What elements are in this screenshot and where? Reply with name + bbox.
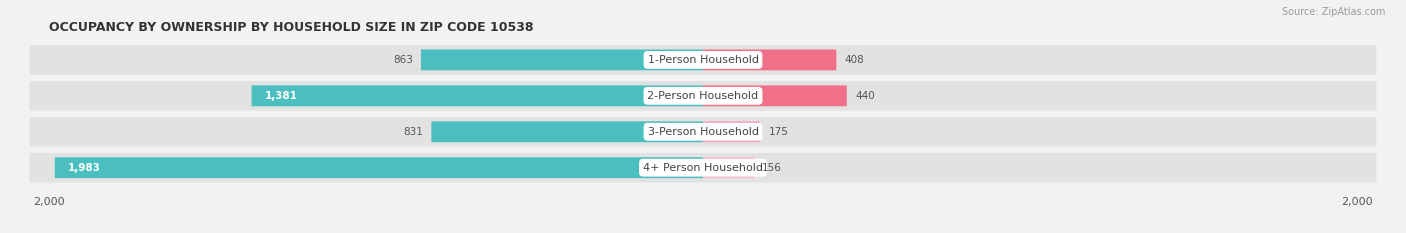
Text: 2-Person Household: 2-Person Household — [647, 91, 759, 101]
FancyBboxPatch shape — [55, 157, 703, 178]
FancyBboxPatch shape — [30, 81, 1376, 111]
Text: 4+ Person Household: 4+ Person Household — [643, 163, 763, 173]
FancyBboxPatch shape — [420, 49, 703, 70]
Text: 1,983: 1,983 — [67, 163, 101, 173]
FancyBboxPatch shape — [252, 86, 703, 106]
Text: Source: ZipAtlas.com: Source: ZipAtlas.com — [1281, 7, 1385, 17]
Text: 440: 440 — [855, 91, 875, 101]
FancyBboxPatch shape — [30, 45, 1376, 75]
FancyBboxPatch shape — [703, 49, 837, 70]
FancyBboxPatch shape — [30, 117, 1376, 147]
Text: OCCUPANCY BY OWNERSHIP BY HOUSEHOLD SIZE IN ZIP CODE 10538: OCCUPANCY BY OWNERSHIP BY HOUSEHOLD SIZE… — [49, 21, 534, 34]
Text: 408: 408 — [845, 55, 865, 65]
FancyBboxPatch shape — [432, 121, 703, 142]
Text: 831: 831 — [404, 127, 423, 137]
Text: 175: 175 — [768, 127, 789, 137]
FancyBboxPatch shape — [703, 157, 754, 178]
FancyBboxPatch shape — [30, 153, 1376, 182]
Text: 3-Person Household: 3-Person Household — [648, 127, 758, 137]
Text: 156: 156 — [762, 163, 782, 173]
FancyBboxPatch shape — [703, 121, 761, 142]
Text: 1,381: 1,381 — [264, 91, 298, 101]
Text: 863: 863 — [392, 55, 413, 65]
Text: 1-Person Household: 1-Person Household — [648, 55, 758, 65]
FancyBboxPatch shape — [703, 86, 846, 106]
